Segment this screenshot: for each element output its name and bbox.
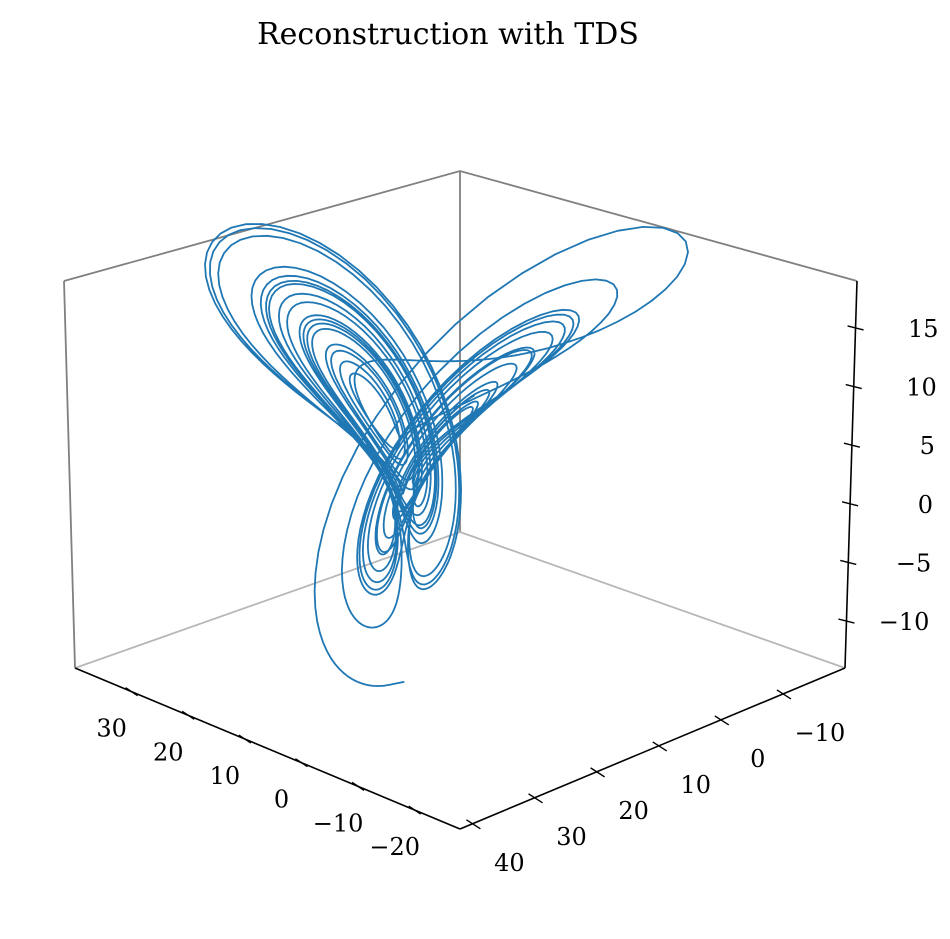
z-tick-mark — [843, 442, 861, 448]
y-tick-label: 20 — [618, 797, 649, 825]
x-axis-ticks: 30 20 10 0 −10−20 — [96, 687, 422, 861]
left-pane-vertical-edge — [63, 280, 76, 669]
axes-box — [63, 170, 858, 669]
y-tick-label: −10 — [795, 719, 846, 747]
y-axis-line — [459, 667, 846, 830]
x-tick-mark — [125, 687, 139, 697]
floor-right-edge — [459, 531, 846, 669]
y-tick-mark — [590, 767, 605, 778]
z-axis-ticks: 15 10 5 0 −5 −10 — [838, 315, 939, 636]
x-axis-line — [74, 667, 461, 830]
y-tick-mark — [528, 793, 543, 804]
x-tick-label: 10 — [210, 762, 241, 790]
x-tick-label: 20 — [153, 738, 184, 766]
x-tick-label: −20 — [369, 833, 420, 861]
y-tick-mark — [776, 689, 792, 700]
y-tick-label: 40 — [494, 849, 525, 877]
x-tick-label: −10 — [313, 809, 364, 837]
z-tick-label: −5 — [896, 549, 931, 577]
z-tick-mark — [838, 618, 855, 624]
z-tick-mark — [845, 383, 862, 390]
y-tick-label: 30 — [556, 823, 587, 851]
x-tick-mark — [295, 758, 308, 768]
z-tick-mark — [847, 325, 864, 331]
x-tick-mark — [351, 781, 365, 791]
chart-title: Reconstruction with TDS — [257, 17, 639, 52]
x-tick-label: 30 — [96, 715, 127, 743]
z-tick-mark — [840, 559, 857, 566]
z-tick-label: −10 — [879, 608, 930, 636]
x-tick-mark — [238, 734, 252, 744]
z-tick-label: 15 — [908, 315, 939, 343]
axis-lines — [74, 280, 858, 830]
x-tick-label: 0 — [274, 786, 289, 814]
z-tick-mark — [841, 501, 859, 507]
y-tick-label: 10 — [680, 771, 711, 799]
z-tick-label: 10 — [906, 374, 937, 402]
y-tick-mark — [714, 715, 730, 726]
x-tick-mark — [181, 710, 195, 720]
y-tick-mark — [466, 819, 481, 830]
z-axis-line — [844, 280, 858, 669]
z-tick-label: 5 — [920, 432, 935, 460]
x-tick-mark — [408, 805, 422, 815]
y-tick-mark — [652, 741, 668, 752]
y-axis-ticks: 40 30 20 10 0 −10 — [466, 689, 846, 877]
y-tick-label: 0 — [750, 745, 765, 773]
z-tick-label: 0 — [918, 491, 933, 519]
trajectory-line — [204, 223, 689, 687]
trajectory-series — [204, 223, 689, 687]
